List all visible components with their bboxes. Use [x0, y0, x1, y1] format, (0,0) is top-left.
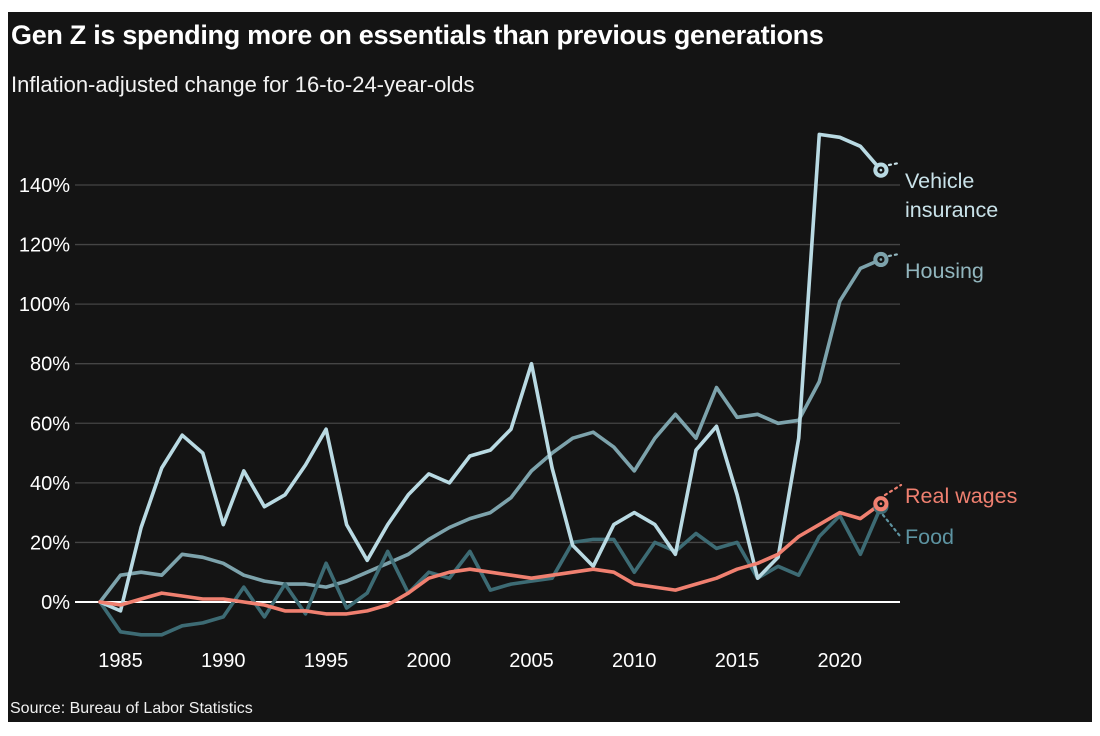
series-label-vehicle-insurance: Vehicle — [905, 169, 974, 193]
y-axis-tick-label: 0% — [41, 592, 70, 614]
series-label-food: Food — [905, 525, 954, 549]
chart-card: Gen Z is spending more on essentials tha… — [8, 12, 1092, 722]
y-axis-tick-label: 140% — [19, 175, 70, 197]
series-label-housing: Housing — [905, 259, 984, 283]
label-leader-housing — [887, 252, 901, 258]
endpoint-marker-dot-housing — [879, 258, 883, 261]
chart-title: Gen Z is spending more on essentials tha… — [11, 20, 824, 50]
series-label-vehicle-insurance: insurance — [905, 198, 998, 222]
x-axis-tick-label: 2020 — [818, 650, 863, 672]
y-axis-tick-label: 120% — [19, 235, 70, 257]
x-axis-tick-label: 2005 — [509, 650, 554, 672]
series-label-real-wages: Real wages — [905, 484, 1017, 508]
endpoint-marker-dot-real-wages — [879, 502, 883, 506]
series-line-housing — [98, 257, 883, 604]
source-note: Source: Bureau of Labor Statistics — [10, 700, 253, 717]
label-leader-food — [881, 513, 902, 538]
series-line-vehicle-insurance — [98, 132, 883, 613]
x-axis-tick-label: 2000 — [407, 650, 452, 672]
y-axis-tick-label: 40% — [30, 473, 70, 495]
x-axis-tick-label: 1985 — [98, 650, 143, 672]
endpoint-marker-dot-vehicle-insurance — [879, 168, 883, 172]
x-axis-tick-label: 1995 — [304, 650, 349, 672]
x-axis-tick-label: 2015 — [715, 650, 760, 672]
label-leader-vehicle-insurance — [887, 161, 901, 167]
y-axis-tick-label: 100% — [19, 294, 70, 316]
x-axis-tick-label: 1990 — [201, 650, 246, 672]
series-line-real-wages — [98, 501, 883, 616]
y-axis-tick-label: 80% — [30, 354, 70, 376]
y-axis-tick-label: 60% — [30, 413, 70, 435]
chart-subtitle: Inflation-adjusted change for 16-to-24-y… — [11, 72, 475, 97]
label-leader-real-wages — [883, 483, 903, 497]
x-axis-tick-label: 2010 — [612, 650, 657, 672]
line-chart: 0% 20% 40% 60% 80% 100% 120% 140% 1985 1990 1995 20… — [19, 132, 1017, 672]
y-axis-tick-label: 20% — [30, 532, 70, 554]
